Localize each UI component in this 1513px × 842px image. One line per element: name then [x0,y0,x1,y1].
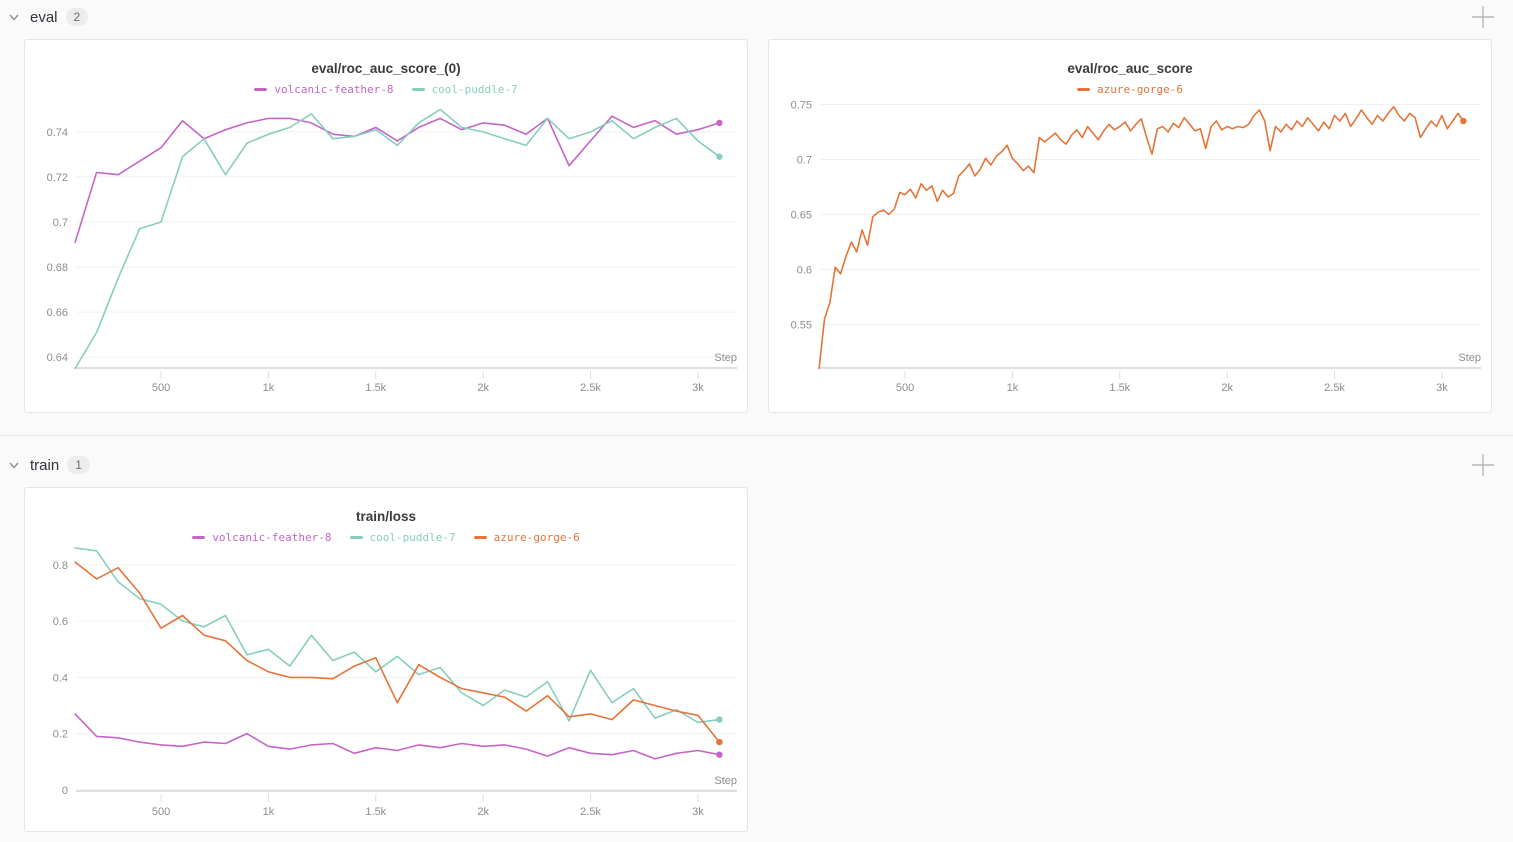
chart-panel-roc-auc-score-0[interactable]: eval/roc_auc_score_(0) volcanic-feather-… [24,39,748,413]
series-endpoint-volcanic-feather-8[interactable] [716,119,723,127]
x-tick-label: 1.5k [365,806,386,818]
chart-title: eval/roc_auc_score [1067,61,1193,76]
x-tick-label: 1.5k [1109,382,1130,394]
legend-label: azure-gorge-6 [493,530,580,544]
y-tick-label: 0.72 [47,172,68,184]
x-tick-label: 500 [152,382,170,394]
chart-legend: volcanic-feather-8 cool-puddle-7 [25,82,747,96]
series-endpoint-azure-gorge-6[interactable] [716,738,723,746]
y-tick-label: 0.7 [797,155,812,167]
y-tick-label: 0.65 [791,210,812,222]
chart-panel-roc-auc-score[interactable]: eval/roc_auc_score azure-gorge-6 0.55 0.6… [768,39,1492,413]
add-panel-button[interactable] [1469,3,1497,31]
section-count-badge: 1 [67,456,90,474]
series-endpoint-azure-gorge-6[interactable] [1460,117,1467,125]
x-tick-label: 2.5k [580,806,601,818]
x-axis-title: Step [714,775,737,787]
legend-label: azure-gorge-6 [1096,82,1184,96]
x-axis-title: Step [1458,352,1481,364]
chart-title: train/loss [355,509,417,524]
y-tick-label: 0.74 [47,127,68,139]
legend-item-azure-gorge-6[interactable]: azure-gorge-6 [473,530,580,544]
x-tick-label: 3k [692,382,704,394]
x-tick-label: 2k [477,382,489,394]
y-tick-label: 0.75 [791,100,812,112]
series-endpoint-volcanic-feather-8[interactable] [716,751,723,758]
chevron-down-icon[interactable] [6,9,22,25]
series-endpoint-cool-puddle-7[interactable] [716,153,723,160]
legend-swatch [411,87,425,91]
chart-legend: volcanic-feather-8 cool-puddle-7 azure-gor… [25,530,747,544]
train-panels-row: train/loss volcanic-feather-8 cool-puddle… [0,487,1513,832]
x-tick-label: 500 [152,806,170,818]
legend-item-volcanic-feather-8[interactable]: volcanic-feather-8 [254,82,394,96]
legend-label: volcanic-feather-8 [212,530,332,544]
x-tick-label: 3k [1436,382,1448,394]
chart-plot[interactable]: 0.55 0.6 0.65 0.7 0.75 500 1k 1.5k 2k 2.5k 3k Step [769,96,1491,413]
section-header-eval: eval 2 [0,0,1513,34]
legend-swatch [254,87,268,91]
section-title-train: train [30,456,60,474]
x-tick-label: 1k [263,382,275,394]
legend-swatch [1076,87,1090,91]
series-line-cool-puddle-7[interactable] [74,547,721,724]
y-tick-label: 0.55 [791,320,812,332]
x-tick-label: 2k [1221,382,1233,394]
y-tick-label: 0.2 [53,729,68,741]
x-tick-label: 2.5k [1324,382,1345,394]
x-tick-label: 2k [477,806,489,818]
chart-plot[interactable]: 0.64 0.66 0.68 0.7 0.72 0.74 500 1k 1.5k 2k 2.5k 3k… [25,96,747,413]
section-title-eval: eval [30,8,58,26]
x-tick-label: 1k [263,806,275,818]
eval-panels-row: eval/roc_auc_score_(0) volcanic-feather-… [0,39,1513,413]
add-panel-button[interactable] [1469,451,1497,479]
x-tick-label: 3k [692,806,704,818]
y-tick-label: 0.6 [53,616,68,628]
legend-item-azure-gorge-6[interactable]: azure-gorge-6 [1076,82,1184,96]
y-tick-label: 0.8 [53,560,68,572]
section-divider [0,435,1513,436]
legend-label: cool-puddle-7 [369,530,456,544]
legend-swatch [473,535,487,539]
chart-title: eval/roc_auc_score_(0) [311,61,461,76]
series-line-volcanic-feather-8[interactable] [74,115,721,244]
legend-item-cool-puddle-7[interactable]: cool-puddle-7 [349,530,456,544]
y-tick-label: 0.4 [53,672,68,684]
legend-swatch [349,535,363,539]
section-header-train: train 1 [0,448,1513,482]
x-tick-label: 500 [896,382,914,394]
chart-panel-train-loss[interactable]: train/loss volcanic-feather-8 cool-puddle… [24,487,748,832]
y-tick-label: 0.68 [47,262,68,274]
y-tick-label: 0.7 [53,217,68,229]
y-tick-label: 0.6 [797,265,812,277]
section-count-badge: 2 [65,8,89,26]
legend-item-volcanic-feather-8[interactable]: volcanic-feather-8 [192,530,332,544]
x-tick-label: 1.5k [365,382,386,394]
y-tick-label: 0.66 [47,307,68,319]
x-axis-title: Step [714,352,737,364]
legend-swatch [192,535,206,539]
legend-label: volcanic-feather-8 [274,82,394,96]
chart-legend: azure-gorge-6 [769,82,1491,96]
series-line-azure-gorge-6[interactable] [818,105,1465,370]
series-endpoint-cool-puddle-7[interactable] [716,716,723,723]
series-line-azure-gorge-6[interactable] [74,561,721,743]
legend-item-cool-puddle-7[interactable]: cool-puddle-7 [411,82,518,96]
series-line-volcanic-feather-8[interactable] [74,713,721,760]
legend-label: cool-puddle-7 [431,82,518,96]
y-tick-label: 0.64 [47,352,68,364]
series-line-cool-puddle-7[interactable] [74,108,721,370]
chevron-down-icon[interactable] [6,457,22,473]
y-tick-label: 0 [62,785,68,797]
x-tick-label: 1k [1007,382,1019,394]
x-tick-label: 2.5k [580,382,601,394]
chart-plot[interactable]: 0 0.2 0.4 0.6 0.8 500 1k 1.5k 2k 2.5k 3k Step [25,544,747,832]
